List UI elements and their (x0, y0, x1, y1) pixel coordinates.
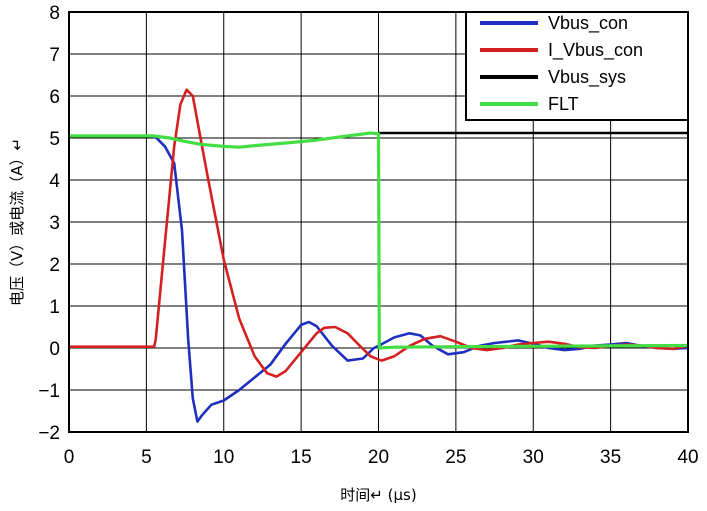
x-axis-label: 时间↵ (μs) (340, 486, 416, 504)
y-tick-label: 1 (49, 297, 60, 318)
y-tick-label: 3 (49, 213, 60, 234)
y-tick-label: 6 (49, 87, 60, 108)
x-tick-label: 10 (213, 447, 234, 468)
x-tick-label: 0 (64, 447, 75, 468)
y-tick-labels: −2 −1 0 1 2 3 4 5 6 7 8 (38, 3, 60, 444)
plot-frame (68, 11, 689, 433)
x-tick-label: 40 (677, 447, 698, 468)
legend-box (465, 11, 689, 121)
y-tick-label: −2 (38, 423, 60, 444)
series-layer (69, 88, 689, 423)
y-tick-label: −1 (38, 381, 60, 402)
legend-label: I_Vbus_con (548, 40, 643, 61)
legend-label: FLT (548, 94, 579, 114)
x-tick-label: 20 (368, 447, 389, 468)
y-tick-label: 7 (49, 45, 60, 66)
y-tick-label: 0 (49, 339, 60, 360)
x-tick-labels: 0 5 10 15 20 25 30 35 40 (64, 447, 699, 468)
legend-label: Vbus_con (548, 13, 628, 34)
legend-label: Vbus_sys (548, 67, 626, 88)
y-tick-label: 4 (49, 171, 60, 192)
y-tick-label: 2 (49, 255, 60, 276)
x-tick-label: 35 (600, 447, 621, 468)
x-tick-label: 25 (445, 447, 466, 468)
legend: Vbus_con I_Vbus_con Vbus_sys FLT (465, 11, 689, 121)
x-tick-label: 15 (291, 447, 312, 468)
y-tick-label: 5 (49, 129, 60, 150)
x-tick-label: 5 (141, 447, 152, 468)
y-tick-label: 8 (49, 3, 60, 24)
y-axis-label: 电压（V）或电流（A）↵ (8, 138, 26, 306)
series-line-flt (69, 131, 689, 350)
x-tick-label: 30 (523, 447, 544, 468)
